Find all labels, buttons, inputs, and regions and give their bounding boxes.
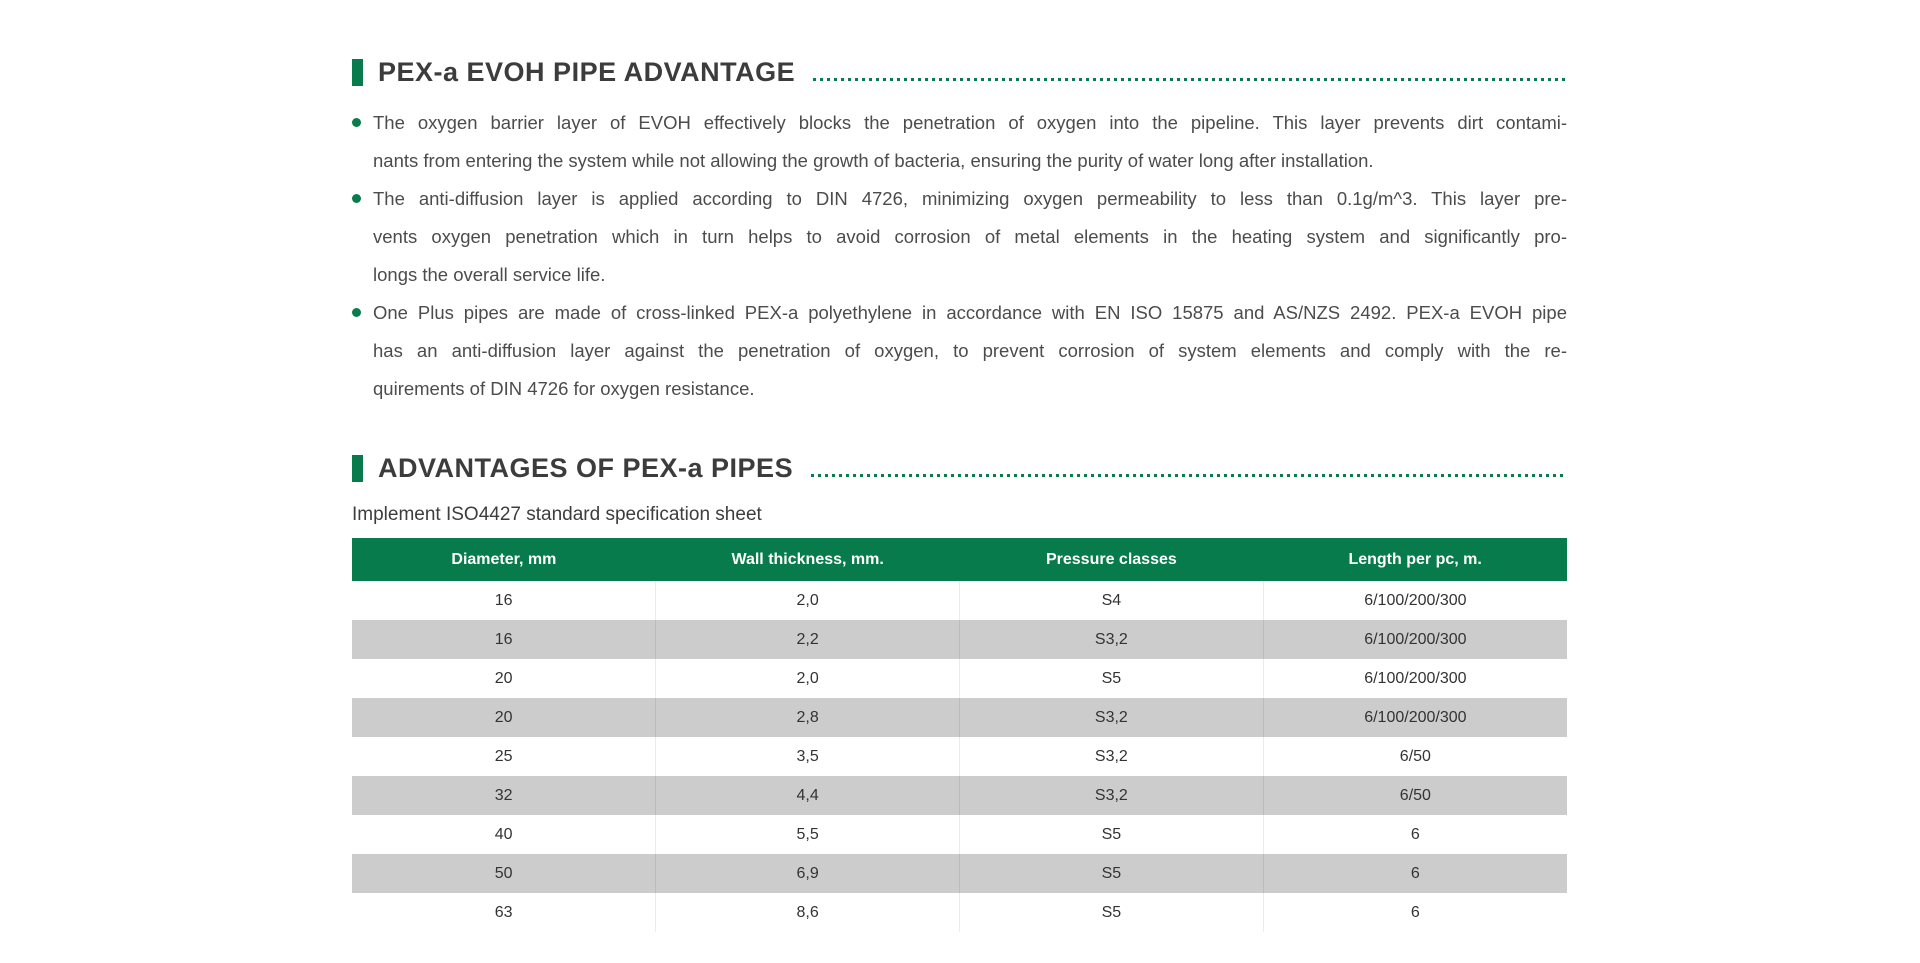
document-page: PEX-a EVOH PIPE ADVANTAGE The oxygen bar… xyxy=(352,0,1567,932)
table-cell: S5 xyxy=(959,815,1264,854)
table-cell: 8,6 xyxy=(655,893,960,932)
dotted-rule xyxy=(811,473,1567,477)
table-cell: 40 xyxy=(352,815,657,854)
table-cell: 20 xyxy=(352,698,657,737)
bullet-text-line: vents oxygen penetration which in turn h… xyxy=(373,226,1567,247)
table-row: 63 8,6 S5 6 xyxy=(352,893,1567,932)
table-cell: S3,2 xyxy=(959,776,1264,815)
table-cell: 2,0 xyxy=(655,659,960,698)
table-column-header: Pressure classes xyxy=(959,538,1264,581)
table-cell: 32 xyxy=(352,776,657,815)
bullet-item: One Plus pipes are made of cross-linked … xyxy=(352,294,1567,408)
table-cell: 3,5 xyxy=(655,737,960,776)
table-row: 20 2,0 S5 6/100/200/300 xyxy=(352,659,1567,698)
table-cell: S5 xyxy=(959,659,1264,698)
section2-title: ADVANTAGES OF PEX-a PIPES xyxy=(378,452,794,483)
table-caption: Implement ISO4427 standard specification… xyxy=(352,504,762,525)
section2: ADVANTAGES OF PEX-a PIPES Implement ISO4… xyxy=(352,452,1567,932)
table-cell: 6/50 xyxy=(1263,737,1567,776)
table-row: 32 4,4 S3,2 6/50 xyxy=(352,776,1567,815)
table-cell: 6/100/200/300 xyxy=(1263,581,1567,620)
table-cell: 2,0 xyxy=(655,581,960,620)
table-cell: S3,2 xyxy=(959,737,1264,776)
bullet-text-line: quirements of DIN 4726 for oxygen resist… xyxy=(373,378,755,399)
table-cell: 6/100/200/300 xyxy=(1263,659,1567,698)
table-cell: 25 xyxy=(352,737,657,776)
bullet-text-line: The anti-diffusion layer is applied acco… xyxy=(373,188,1567,209)
advantage-bullet-list: The oxygen barrier layer of EVOH effecti… xyxy=(352,104,1567,408)
table-row: 20 2,8 S3,2 6/100/200/300 xyxy=(352,698,1567,737)
table-cell: 20 xyxy=(352,659,657,698)
table-column-header: Diameter, mm xyxy=(352,538,656,581)
table-cell: 6 xyxy=(1263,854,1567,893)
bullet-text-line: One Plus pipes are made of cross-linked … xyxy=(373,302,1567,323)
bullet-dot-icon xyxy=(352,308,361,317)
heading-accent-bar xyxy=(352,454,363,482)
section1-title: PEX-a EVOH PIPE ADVANTAGE xyxy=(378,56,796,87)
dotted-rule xyxy=(813,77,1567,81)
table-cell: 50 xyxy=(352,854,657,893)
section1-heading: PEX-a EVOH PIPE ADVANTAGE xyxy=(352,56,1567,88)
table-header: Diameter, mm Wall thickness, mm. Pressure … xyxy=(352,538,1567,581)
table-cell: S3,2 xyxy=(959,620,1264,659)
bullet-text-line: nants from entering the system while not… xyxy=(373,150,1374,171)
table-cell: 16 xyxy=(352,620,657,659)
table-cell: 16 xyxy=(352,581,657,620)
table-cell: 6/50 xyxy=(1263,776,1567,815)
table-cell: S5 xyxy=(959,893,1264,932)
bullet-text-line: has an anti-diffusion layer against the … xyxy=(373,340,1567,361)
table-header-row: Diameter, mm Wall thickness, mm. Pressure … xyxy=(352,538,1567,581)
table-row: 25 3,5 S3,2 6/50 xyxy=(352,737,1567,776)
pipe-spec-table: Diameter, mm Wall thickness, mm. Pressure … xyxy=(352,538,1567,932)
table-cell: S4 xyxy=(959,581,1264,620)
table-cell: 6,9 xyxy=(655,854,960,893)
table-column-header: Length per pc, m. xyxy=(1263,538,1567,581)
table-cell: 2,8 xyxy=(655,698,960,737)
bullet-dot-icon xyxy=(352,194,361,203)
table-cell: S5 xyxy=(959,854,1264,893)
table-column-header: Wall thickness, mm. xyxy=(655,538,960,581)
bullet-text-line: The oxygen barrier layer of EVOH effecti… xyxy=(373,112,1567,133)
table-cell: 2,2 xyxy=(655,620,960,659)
section2-heading: ADVANTAGES OF PEX-a PIPES xyxy=(352,452,1567,484)
table-cell: S3,2 xyxy=(959,698,1264,737)
table-cell: 6 xyxy=(1263,893,1567,932)
table-cell: 6/100/200/300 xyxy=(1263,620,1567,659)
table-cell: 63 xyxy=(352,893,657,932)
table-row: 40 5,5 S5 6 xyxy=(352,815,1567,854)
table-row: 16 2,0 S4 6/100/200/300 xyxy=(352,581,1567,620)
table-cell: 6 xyxy=(1263,815,1567,854)
table-cell: 5,5 xyxy=(655,815,960,854)
table-body: 16 2,0 S4 6/100/200/300 16 2,2 S3,2 6/100/200/3… xyxy=(352,581,1567,932)
bullet-text-line: longs the overall service life. xyxy=(373,264,606,285)
heading-accent-bar xyxy=(352,58,363,86)
bullet-item: The anti-diffusion layer is applied acco… xyxy=(352,180,1567,294)
table-cell: 4,4 xyxy=(655,776,960,815)
table-row: 16 2,2 S3,2 6/100/200/300 xyxy=(352,620,1567,659)
table-row: 50 6,9 S5 6 xyxy=(352,854,1567,893)
bullet-item: The oxygen barrier layer of EVOH effecti… xyxy=(352,104,1567,180)
table-cell: 6/100/200/300 xyxy=(1263,698,1567,737)
bullet-dot-icon xyxy=(352,118,361,127)
